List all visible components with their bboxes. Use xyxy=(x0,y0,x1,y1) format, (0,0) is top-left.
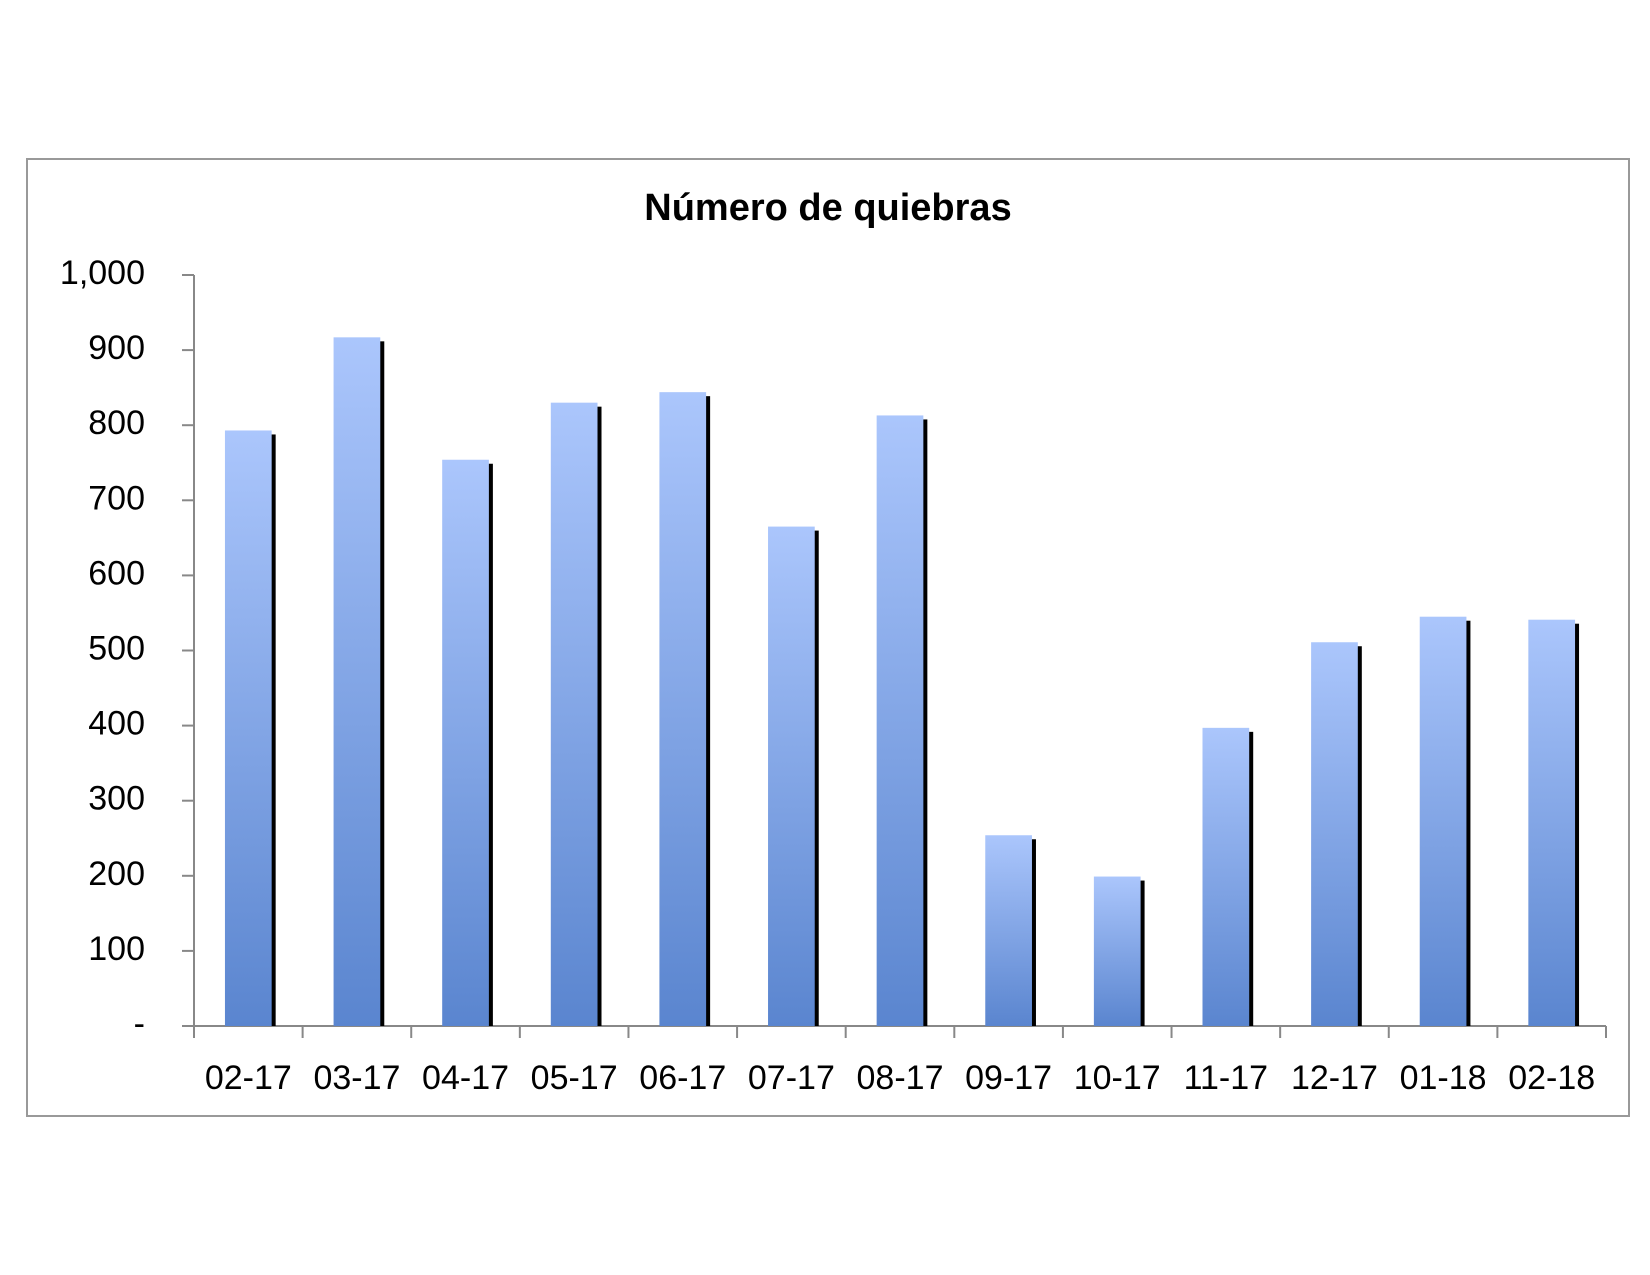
bar xyxy=(224,430,272,1026)
x-tick-label: 05-17 xyxy=(531,1059,618,1097)
y-tick-label: 700 xyxy=(88,479,145,517)
bar xyxy=(1311,642,1358,1026)
y-tick-label: 900 xyxy=(88,329,145,367)
y-tick-label: 1,000 xyxy=(60,254,145,292)
x-tick-label: 09-17 xyxy=(965,1059,1052,1097)
y-tick-label: 300 xyxy=(88,780,145,818)
chart-frame xyxy=(26,158,1630,1117)
x-tick-label: 12-17 xyxy=(1291,1059,1378,1097)
x-tick-label: 03-17 xyxy=(313,1059,400,1097)
y-tick-label: 800 xyxy=(88,404,145,442)
bar xyxy=(1093,876,1141,1026)
x-tick-label: 07-17 xyxy=(748,1059,835,1097)
x-tick-label: 04-17 xyxy=(422,1059,509,1097)
y-tick-label: 500 xyxy=(88,629,145,667)
y-tick-label: 100 xyxy=(88,930,145,968)
y-tick-label: 400 xyxy=(88,705,145,743)
bar xyxy=(659,392,707,1026)
x-tick-label: 06-17 xyxy=(639,1059,726,1097)
x-tick-label: 08-17 xyxy=(857,1059,944,1097)
y-tick-label: 200 xyxy=(88,855,145,893)
bar xyxy=(768,526,815,1026)
bar xyxy=(985,835,1032,1026)
bar xyxy=(1202,727,1250,1026)
x-tick-label: 02-17 xyxy=(205,1059,292,1097)
x-tick-label: 10-17 xyxy=(1074,1059,1161,1097)
chart-title: Número de quiebras xyxy=(644,187,1011,229)
bar xyxy=(333,337,381,1026)
bar xyxy=(550,402,598,1026)
x-tick-label: 11-17 xyxy=(1184,1059,1268,1097)
bar xyxy=(1528,619,1576,1026)
bar xyxy=(876,415,924,1026)
bar xyxy=(442,459,489,1027)
y-tick-label: 600 xyxy=(88,554,145,592)
x-tick-label: 02-18 xyxy=(1508,1059,1595,1097)
x-tick-label: 01-18 xyxy=(1400,1059,1487,1097)
y-tick-label: - xyxy=(134,1005,145,1043)
bar xyxy=(1419,616,1467,1026)
